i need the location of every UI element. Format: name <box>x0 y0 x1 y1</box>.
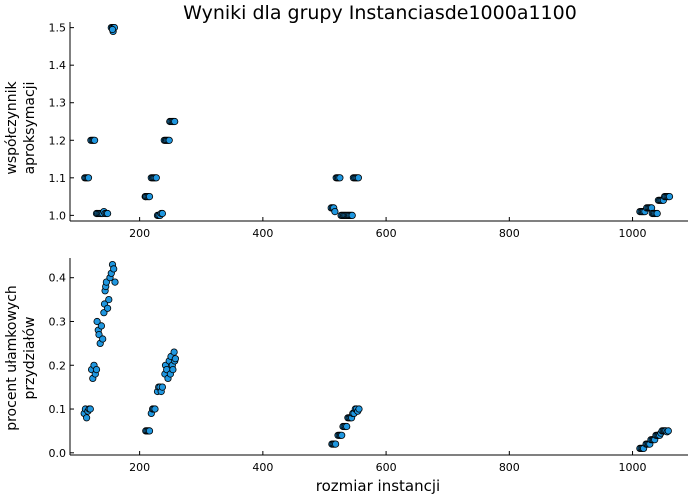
bottom-data-point <box>105 295 113 304</box>
bottom-data-point <box>158 383 166 391</box>
bottom-data-point <box>99 335 107 343</box>
top-data-point <box>348 211 356 219</box>
top-points <box>81 23 674 219</box>
bottom-data-point <box>83 414 91 422</box>
bottom-data-point <box>169 365 177 374</box>
top-data-point <box>653 209 661 218</box>
top-data-point <box>104 209 112 218</box>
bottom-data-point <box>170 348 178 356</box>
panel-top: współczynnik aproksymacji 200 400 600 800 10… <box>4 22 688 240</box>
top-data-point <box>165 136 173 144</box>
bottom-points <box>80 260 672 452</box>
bottom-x-tick-label: 600 <box>376 461 397 474</box>
bottom-data-point <box>111 278 119 286</box>
bottom-data-point <box>343 422 351 431</box>
top-x-tick-label: 400 <box>252 227 273 240</box>
top-ylabel-line-2: aproksymacji <box>22 82 38 175</box>
bottom-y-tick-label: 0.2 <box>49 359 67 372</box>
chart-title: Wyniki dla grupy Instanciasde1000a1100 <box>183 2 577 24</box>
bottom-x-tick-label: 800 <box>499 461 520 474</box>
bottom-data-point <box>97 322 106 330</box>
top-axes: 200 400 600 800 1000 1.0 1.1 1.2 1.3 1.4 1.5 <box>49 22 688 240</box>
bottom-data-point <box>93 317 101 326</box>
top-data-point <box>354 174 362 182</box>
top-data-point <box>158 209 166 218</box>
top-data-point <box>108 25 117 34</box>
top-data-point <box>84 174 93 182</box>
top-y-tick-label: 1.3 <box>49 97 67 110</box>
top-y-tick-label: 1.0 <box>49 209 67 222</box>
bottom-data-point <box>104 304 112 312</box>
top-x-tick-label: 200 <box>129 227 150 240</box>
bottom-y-tick-label: 0.1 <box>49 403 67 416</box>
top-y-tick-label: 1.1 <box>49 172 67 185</box>
top-y-tick-label: 1.4 <box>49 59 67 72</box>
top-x-tick-label: 1000 <box>619 227 647 240</box>
bottom-x-tick-label: 200 <box>129 461 150 474</box>
top-data-point <box>331 208 339 216</box>
top-data-point <box>665 193 674 201</box>
bottom-data-point <box>664 427 672 435</box>
bottom-data-point <box>331 440 340 448</box>
top-data-point <box>91 136 99 144</box>
bottom-y-tick-label: 0.0 <box>49 447 67 460</box>
bottom-data-point <box>145 427 154 435</box>
panel-bottom: procent ułamkowych przydziałów 200 400 600… <box>4 258 688 495</box>
bottom-ylabel-line-2: przydziałów <box>22 317 38 400</box>
bottom-x-tick-label: 400 <box>252 461 273 474</box>
top-data-point <box>336 174 344 182</box>
top-x-tick-label: 800 <box>499 227 520 240</box>
top-y-tick-label: 1.2 <box>49 134 67 147</box>
bottom-y-tick-label: 0.3 <box>49 315 67 328</box>
top-data-point <box>171 117 179 126</box>
x-axis-label: rozmiar instancji <box>316 477 440 495</box>
bottom-data-point <box>92 365 101 374</box>
bottom-data-point <box>338 431 346 439</box>
top-y-tick-label: 1.5 <box>49 22 67 35</box>
bottom-data-point <box>355 405 363 413</box>
top-data-point <box>152 174 160 182</box>
bottom-x-tick-label: 1000 <box>619 461 647 474</box>
bottom-ylabel-line-1: procent ułamkowych <box>4 285 20 431</box>
top-ylabel-line-1: współczynnik <box>4 80 20 174</box>
bottom-y-tick-label: 0.4 <box>49 272 67 285</box>
bottom-data-point <box>171 355 179 363</box>
bottom-data-point <box>151 405 159 413</box>
bottom-data-point <box>110 265 118 273</box>
bottom-axes: 200 400 600 800 1000 0.0 0.1 0.2 0.3 0.4 <box>49 258 688 474</box>
bottom-data-point <box>86 405 94 413</box>
top-data-point <box>145 193 154 201</box>
top-x-tick-label: 600 <box>376 227 397 240</box>
